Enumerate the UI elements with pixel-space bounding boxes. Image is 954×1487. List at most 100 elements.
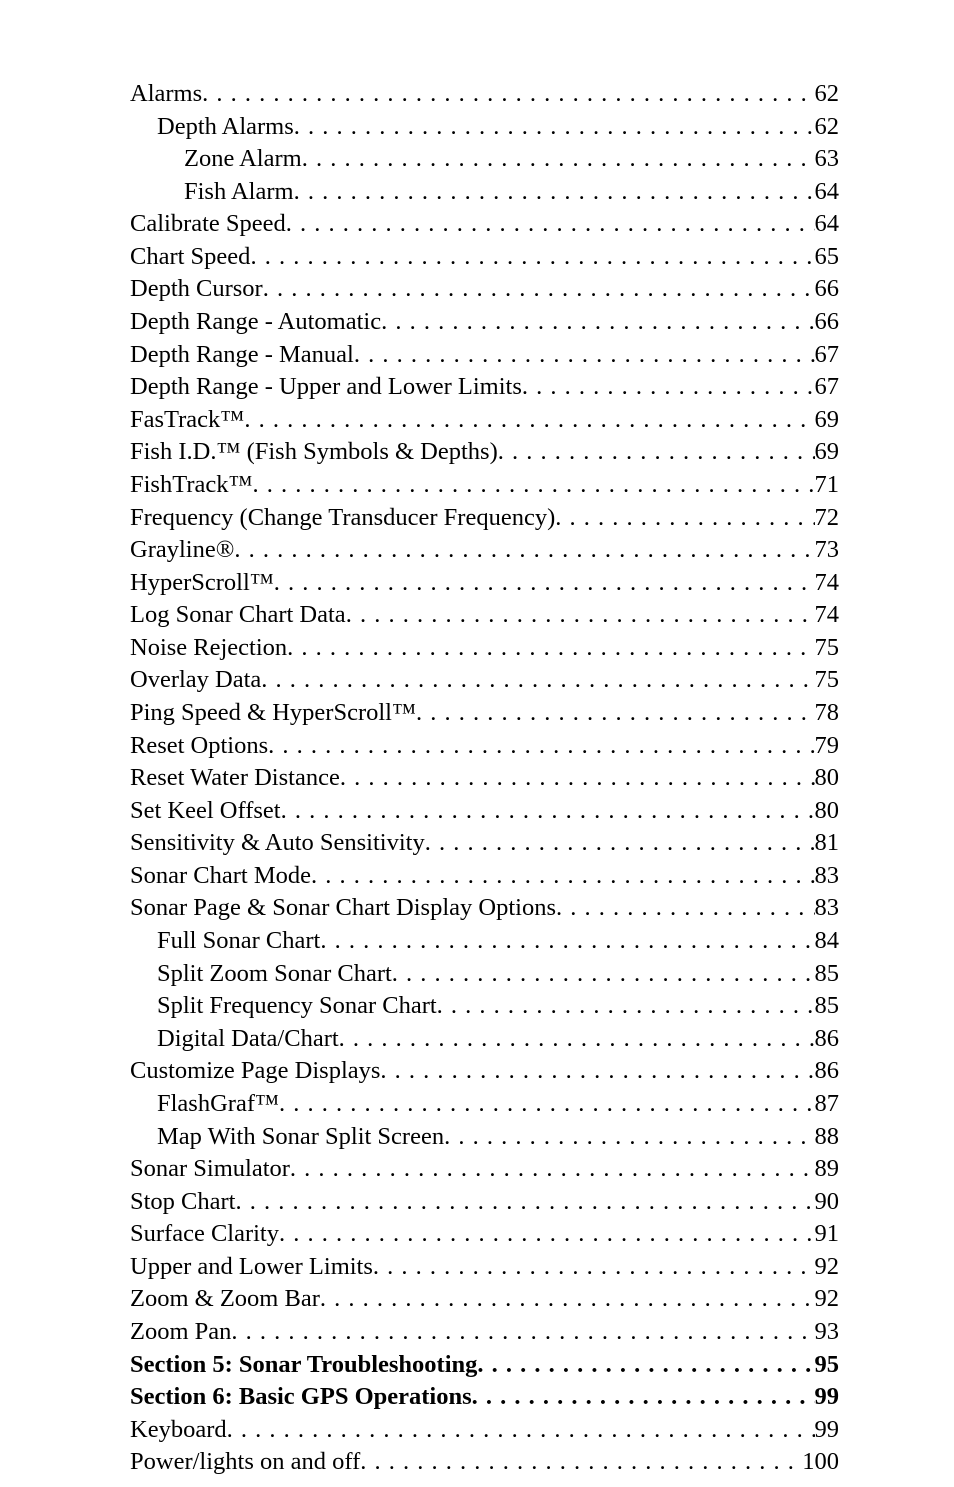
toc-leader-dots: . . . . . . . . . . . . . . . . . . . . …: [234, 534, 814, 567]
toc-title: FlashGraf™: [157, 1088, 279, 1121]
toc-page-number: 86: [815, 1023, 840, 1056]
toc-title: Depth Range - Upper and Lower Limits: [130, 371, 522, 404]
toc-page-number: 92: [815, 1251, 840, 1284]
toc-title: FishTrack™: [130, 469, 253, 502]
toc-title: Calibrate Speed: [130, 208, 286, 241]
toc-title: Section 6: Basic GPS Operations: [130, 1381, 472, 1414]
toc-title: Fish I.D.™ (Fish Symbols & Depths): [130, 436, 498, 469]
toc-title: Depth Alarms: [157, 111, 294, 144]
toc-page-number: 64: [815, 208, 840, 241]
toc-entry: Overlay Data. . . . . . . . . . . . . . …: [130, 664, 839, 697]
toc-leader-dots: . . . . . . . . . . . . . . . . . . . . …: [556, 892, 815, 925]
toc-entry: Fish I.D.™ (Fish Symbols & Depths). . . …: [130, 436, 839, 469]
toc-entry: Split Frequency Sonar Chart. . . . . . .…: [130, 990, 839, 1023]
toc-page-number: 62: [815, 111, 840, 144]
toc-leader-dots: . . . . . . . . . . . . . . . . . . . . …: [477, 1349, 814, 1382]
toc-title: Frequency (Change Transducer Frequency): [130, 502, 555, 535]
toc-leader-dots: . . . . . . . . . . . . . . . . . . . . …: [320, 1283, 815, 1316]
toc-page-number: 78: [815, 697, 840, 730]
toc-entry: Surface Clarity. . . . . . . . . . . . .…: [130, 1218, 839, 1251]
toc-leader-dots: . . . . . . . . . . . . . . . . . . . . …: [522, 371, 815, 404]
toc-entry: Set Keel Offset. . . . . . . . . . . . .…: [130, 795, 839, 828]
toc-title: Keyboard: [130, 1414, 227, 1447]
toc-page-number: 85: [815, 958, 840, 991]
toc-entry: Sensitivity & Auto Sensitivity. . . . . …: [130, 827, 839, 860]
toc-entry: Ping Speed & HyperScroll™. . . . . . . .…: [130, 697, 839, 730]
toc-entry: Calibrate Speed. . . . . . . . . . . . .…: [130, 208, 839, 241]
toc-entry: Digital Data/Chart. . . . . . . . . . . …: [130, 1023, 839, 1056]
toc-page-number: 66: [815, 273, 840, 306]
toc-entry: Zoom Pan. . . . . . . . . . . . . . . . …: [130, 1316, 839, 1349]
toc-entry: Sonar Page & Sonar Chart Display Options…: [130, 892, 839, 925]
toc-entry: Depth Range - Upper and Lower Limits. . …: [130, 371, 839, 404]
toc-entry: Zoom & Zoom Bar. . . . . . . . . . . . .…: [130, 1283, 839, 1316]
toc-page-number: 88: [815, 1121, 840, 1154]
toc-entry: Split Zoom Sonar Chart. . . . . . . . . …: [130, 958, 839, 991]
toc-entry: Log Sonar Chart Data. . . . . . . . . . …: [130, 599, 839, 632]
toc-leader-dots: . . . . . . . . . . . . . . . . . . . . …: [498, 436, 815, 469]
toc-page-number: 75: [815, 632, 840, 665]
toc-entry: Alarms. . . . . . . . . . . . . . . . . …: [130, 78, 839, 111]
toc-page-number: 67: [815, 339, 840, 372]
toc-entry: Section 5: Sonar Troubleshooting. . . . …: [130, 1349, 839, 1382]
toc-leader-dots: . . . . . . . . . . . . . . . . . . . . …: [311, 860, 815, 893]
toc-entry: FlashGraf™. . . . . . . . . . . . . . . …: [130, 1088, 839, 1121]
toc-page-number: 87: [815, 1088, 840, 1121]
toc-page-number: 100: [802, 1446, 839, 1479]
toc-page-number: 80: [815, 762, 840, 795]
toc-entry: Grayline®. . . . . . . . . . . . . . . .…: [130, 534, 839, 567]
toc-entry: Keyboard. . . . . . . . . . . . . . . . …: [130, 1414, 839, 1447]
toc-title: Grayline®: [130, 534, 234, 567]
toc-leader-dots: . . . . . . . . . . . . . . . . . . . . …: [244, 404, 814, 437]
toc-page-number: 83: [815, 860, 840, 893]
toc-page-number: 69: [815, 404, 840, 437]
toc-leader-dots: . . . . . . . . . . . . . . . . . . . . …: [339, 1023, 815, 1056]
toc-page-number: 65: [815, 241, 840, 274]
toc-leader-dots: . . . . . . . . . . . . . . . . . . . . …: [227, 1414, 815, 1447]
toc-title: Set Keel Offset: [130, 795, 281, 828]
toc-title: Zone Alarm: [184, 143, 302, 176]
toc-leader-dots: . . . . . . . . . . . . . . . . . . . . …: [555, 502, 814, 535]
toc-leader-dots: . . . . . . . . . . . . . . . . . . . . …: [261, 664, 814, 697]
toc-title: Upper and Lower Limits: [130, 1251, 373, 1284]
toc-leader-dots: . . . . . . . . . . . . . . . . . . . . …: [268, 730, 814, 763]
toc-entry: Reset Water Distance. . . . . . . . . . …: [130, 762, 839, 795]
toc-page-number: 71: [815, 469, 840, 502]
toc-entry: HyperScroll™. . . . . . . . . . . . . . …: [130, 567, 839, 600]
toc-leader-dots: . . . . . . . . . . . . . . . . . . . . …: [381, 306, 814, 339]
toc-title: Split Zoom Sonar Chart: [157, 958, 392, 991]
toc-leader-dots: . . . . . . . . . . . . . . . . . . . . …: [279, 1218, 815, 1251]
toc-leader-dots: . . . . . . . . . . . . . . . . . . . . …: [287, 632, 814, 665]
toc-title: Reset Water Distance: [130, 762, 340, 795]
toc-page-number: 73: [815, 534, 840, 567]
toc-page-number: 91: [815, 1218, 840, 1251]
toc-page-number: 62: [815, 78, 840, 111]
toc-title: Customize Page Displays: [130, 1055, 380, 1088]
toc-page-number: 64: [815, 176, 840, 209]
toc-title: Noise Rejection: [130, 632, 287, 665]
toc-title: Zoom Pan: [130, 1316, 231, 1349]
toc-entry: Depth Cursor. . . . . . . . . . . . . . …: [130, 273, 839, 306]
toc-title: Section 5: Sonar Troubleshooting: [130, 1349, 477, 1382]
toc-leader-dots: . . . . . . . . . . . . . . . . . . . . …: [290, 1153, 815, 1186]
toc-title: Sonar Simulator: [130, 1153, 290, 1186]
toc-leader-dots: . . . . . . . . . . . . . . . . . . . . …: [302, 143, 815, 176]
toc-title: Split Frequency Sonar Chart: [157, 990, 437, 1023]
toc-leader-dots: . . . . . . . . . . . . . . . . . . . . …: [250, 241, 814, 274]
toc-page-number: 79: [815, 730, 840, 763]
toc-title: Full Sonar Chart: [157, 925, 320, 958]
toc-page-number: 67: [815, 371, 840, 404]
toc-page: Alarms. . . . . . . . . . . . . . . . . …: [0, 0, 954, 1487]
toc-leader-dots: . . . . . . . . . . . . . . . . . . . . …: [231, 1316, 814, 1349]
toc-title: Ping Speed & HyperScroll™: [130, 697, 416, 730]
toc-leader-dots: . . . . . . . . . . . . . . . . . . . . …: [236, 1186, 815, 1219]
toc-title: Depth Cursor: [130, 273, 263, 306]
toc-entry: Fish Alarm. . . . . . . . . . . . . . . …: [130, 176, 839, 209]
toc-page-number: 66: [815, 306, 840, 339]
toc-entry: Depth Range - Manual. . . . . . . . . . …: [130, 339, 839, 372]
toc-page-number: 95: [815, 1349, 840, 1382]
toc-title: Depth Range - Automatic: [130, 306, 381, 339]
toc-leader-dots: . . . . . . . . . . . . . . . . . . . . …: [294, 111, 815, 144]
toc-leader-dots: . . . . . . . . . . . . . . . . . . . . …: [425, 827, 815, 860]
toc-title: Map With Sonar Split Screen: [157, 1121, 444, 1154]
